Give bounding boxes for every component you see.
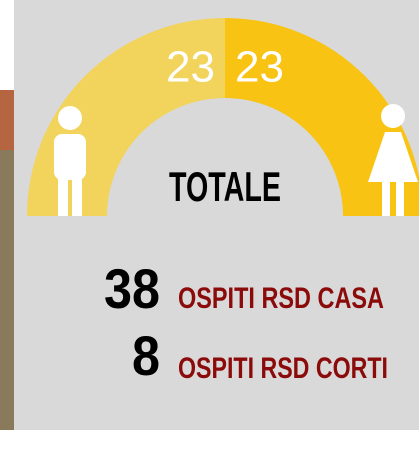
infographic: TOTALE 38 OSPITI RSD CASA 8 OSPITI RSD C… xyxy=(0,0,419,450)
male-count: 23 xyxy=(166,43,215,92)
row-label: OSPITI RSD CORTI xyxy=(178,352,388,385)
female-count: 23 xyxy=(235,43,284,92)
row-value: 8 xyxy=(132,324,160,387)
row-label: OSPITI RSD CASA xyxy=(178,282,384,315)
total-label: TOTALE xyxy=(169,163,281,210)
photo-roof xyxy=(0,90,14,150)
row-value: 38 xyxy=(104,257,160,320)
page: TOTALE 38 OSPITI RSD CASA 8 OSPITI RSD C… xyxy=(0,0,419,450)
